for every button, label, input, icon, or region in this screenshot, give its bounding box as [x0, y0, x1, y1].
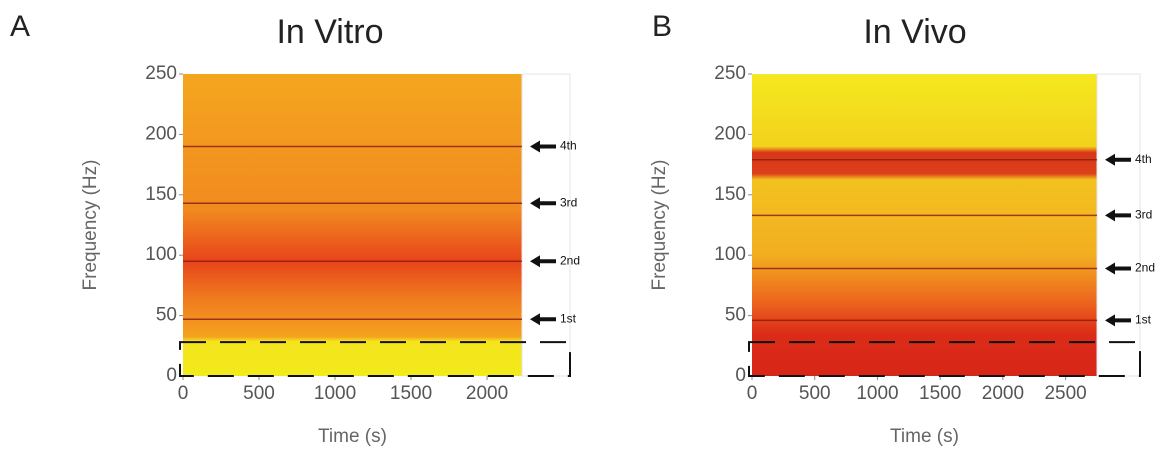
x-axis-label: Time (s) — [318, 426, 387, 447]
x-tick-label: 500 — [243, 383, 275, 404]
x-tick-label: 0 — [747, 383, 758, 404]
annotation-area — [521, 73, 571, 377]
harmonic-arrow — [530, 255, 556, 268]
highlight-box — [179, 341, 571, 377]
y-tick-label: 250 — [145, 63, 177, 84]
y-tick-label: 50 — [725, 305, 746, 326]
x-tick-label: 500 — [799, 383, 831, 404]
harmonic-label: 1st — [1135, 313, 1152, 327]
y-tick-label: 100 — [145, 244, 177, 265]
spectrogram-image — [752, 74, 1097, 376]
highlight-box — [748, 341, 1141, 377]
x-tick-label: 2000 — [982, 383, 1024, 404]
y-tick-label: 150 — [714, 184, 746, 205]
x-tick-label: 2500 — [1044, 383, 1086, 404]
chart-title: In Vivo — [863, 13, 966, 51]
y-axis-label: Frequency (Hz) — [80, 160, 101, 291]
chart-title: In Vitro — [276, 13, 383, 51]
harmonic-label: 3rd — [1135, 208, 1152, 222]
panel-label: B — [652, 10, 672, 43]
y-tick-label: 50 — [156, 305, 177, 326]
harmonic-arrow — [1105, 314, 1131, 327]
harmonic-arrow — [530, 197, 556, 210]
y-axis-label: Frequency (Hz) — [649, 160, 670, 291]
harmonic-label: 1st — [560, 311, 577, 325]
x-tick-label: 1500 — [919, 383, 961, 404]
x-tick-label: 1000 — [856, 383, 898, 404]
harmonic-label: 2nd — [560, 253, 580, 267]
y-tick-label: 0 — [166, 365, 177, 386]
harmonic-arrow — [1105, 153, 1131, 166]
harmonic-arrow — [530, 140, 556, 153]
harmonic-arrow — [530, 313, 556, 326]
harmonic-label: 3rd — [560, 195, 577, 209]
y-tick-label: 150 — [145, 184, 177, 205]
annotation-area — [1096, 73, 1141, 377]
x-axis-label: Time (s) — [890, 426, 959, 447]
harmonic-arrow — [1105, 262, 1131, 275]
harmonic-label: 4th — [560, 139, 577, 153]
harmonic-label: 2nd — [1135, 261, 1155, 275]
x-tick-label: 1500 — [390, 383, 432, 404]
y-tick-label: 0 — [735, 365, 746, 386]
spectrogram-image — [183, 74, 522, 376]
x-tick-label: 0 — [178, 383, 189, 404]
panel-label: A — [10, 10, 30, 43]
harmonic-arrow — [1105, 209, 1131, 222]
y-tick-label: 200 — [714, 123, 746, 144]
y-tick-label: 200 — [145, 123, 177, 144]
x-tick-label: 2000 — [466, 383, 508, 404]
x-tick-label: 1000 — [314, 383, 356, 404]
harmonic-label: 4th — [1135, 152, 1152, 166]
y-tick-label: 100 — [714, 244, 746, 265]
y-tick-label: 250 — [714, 63, 746, 84]
